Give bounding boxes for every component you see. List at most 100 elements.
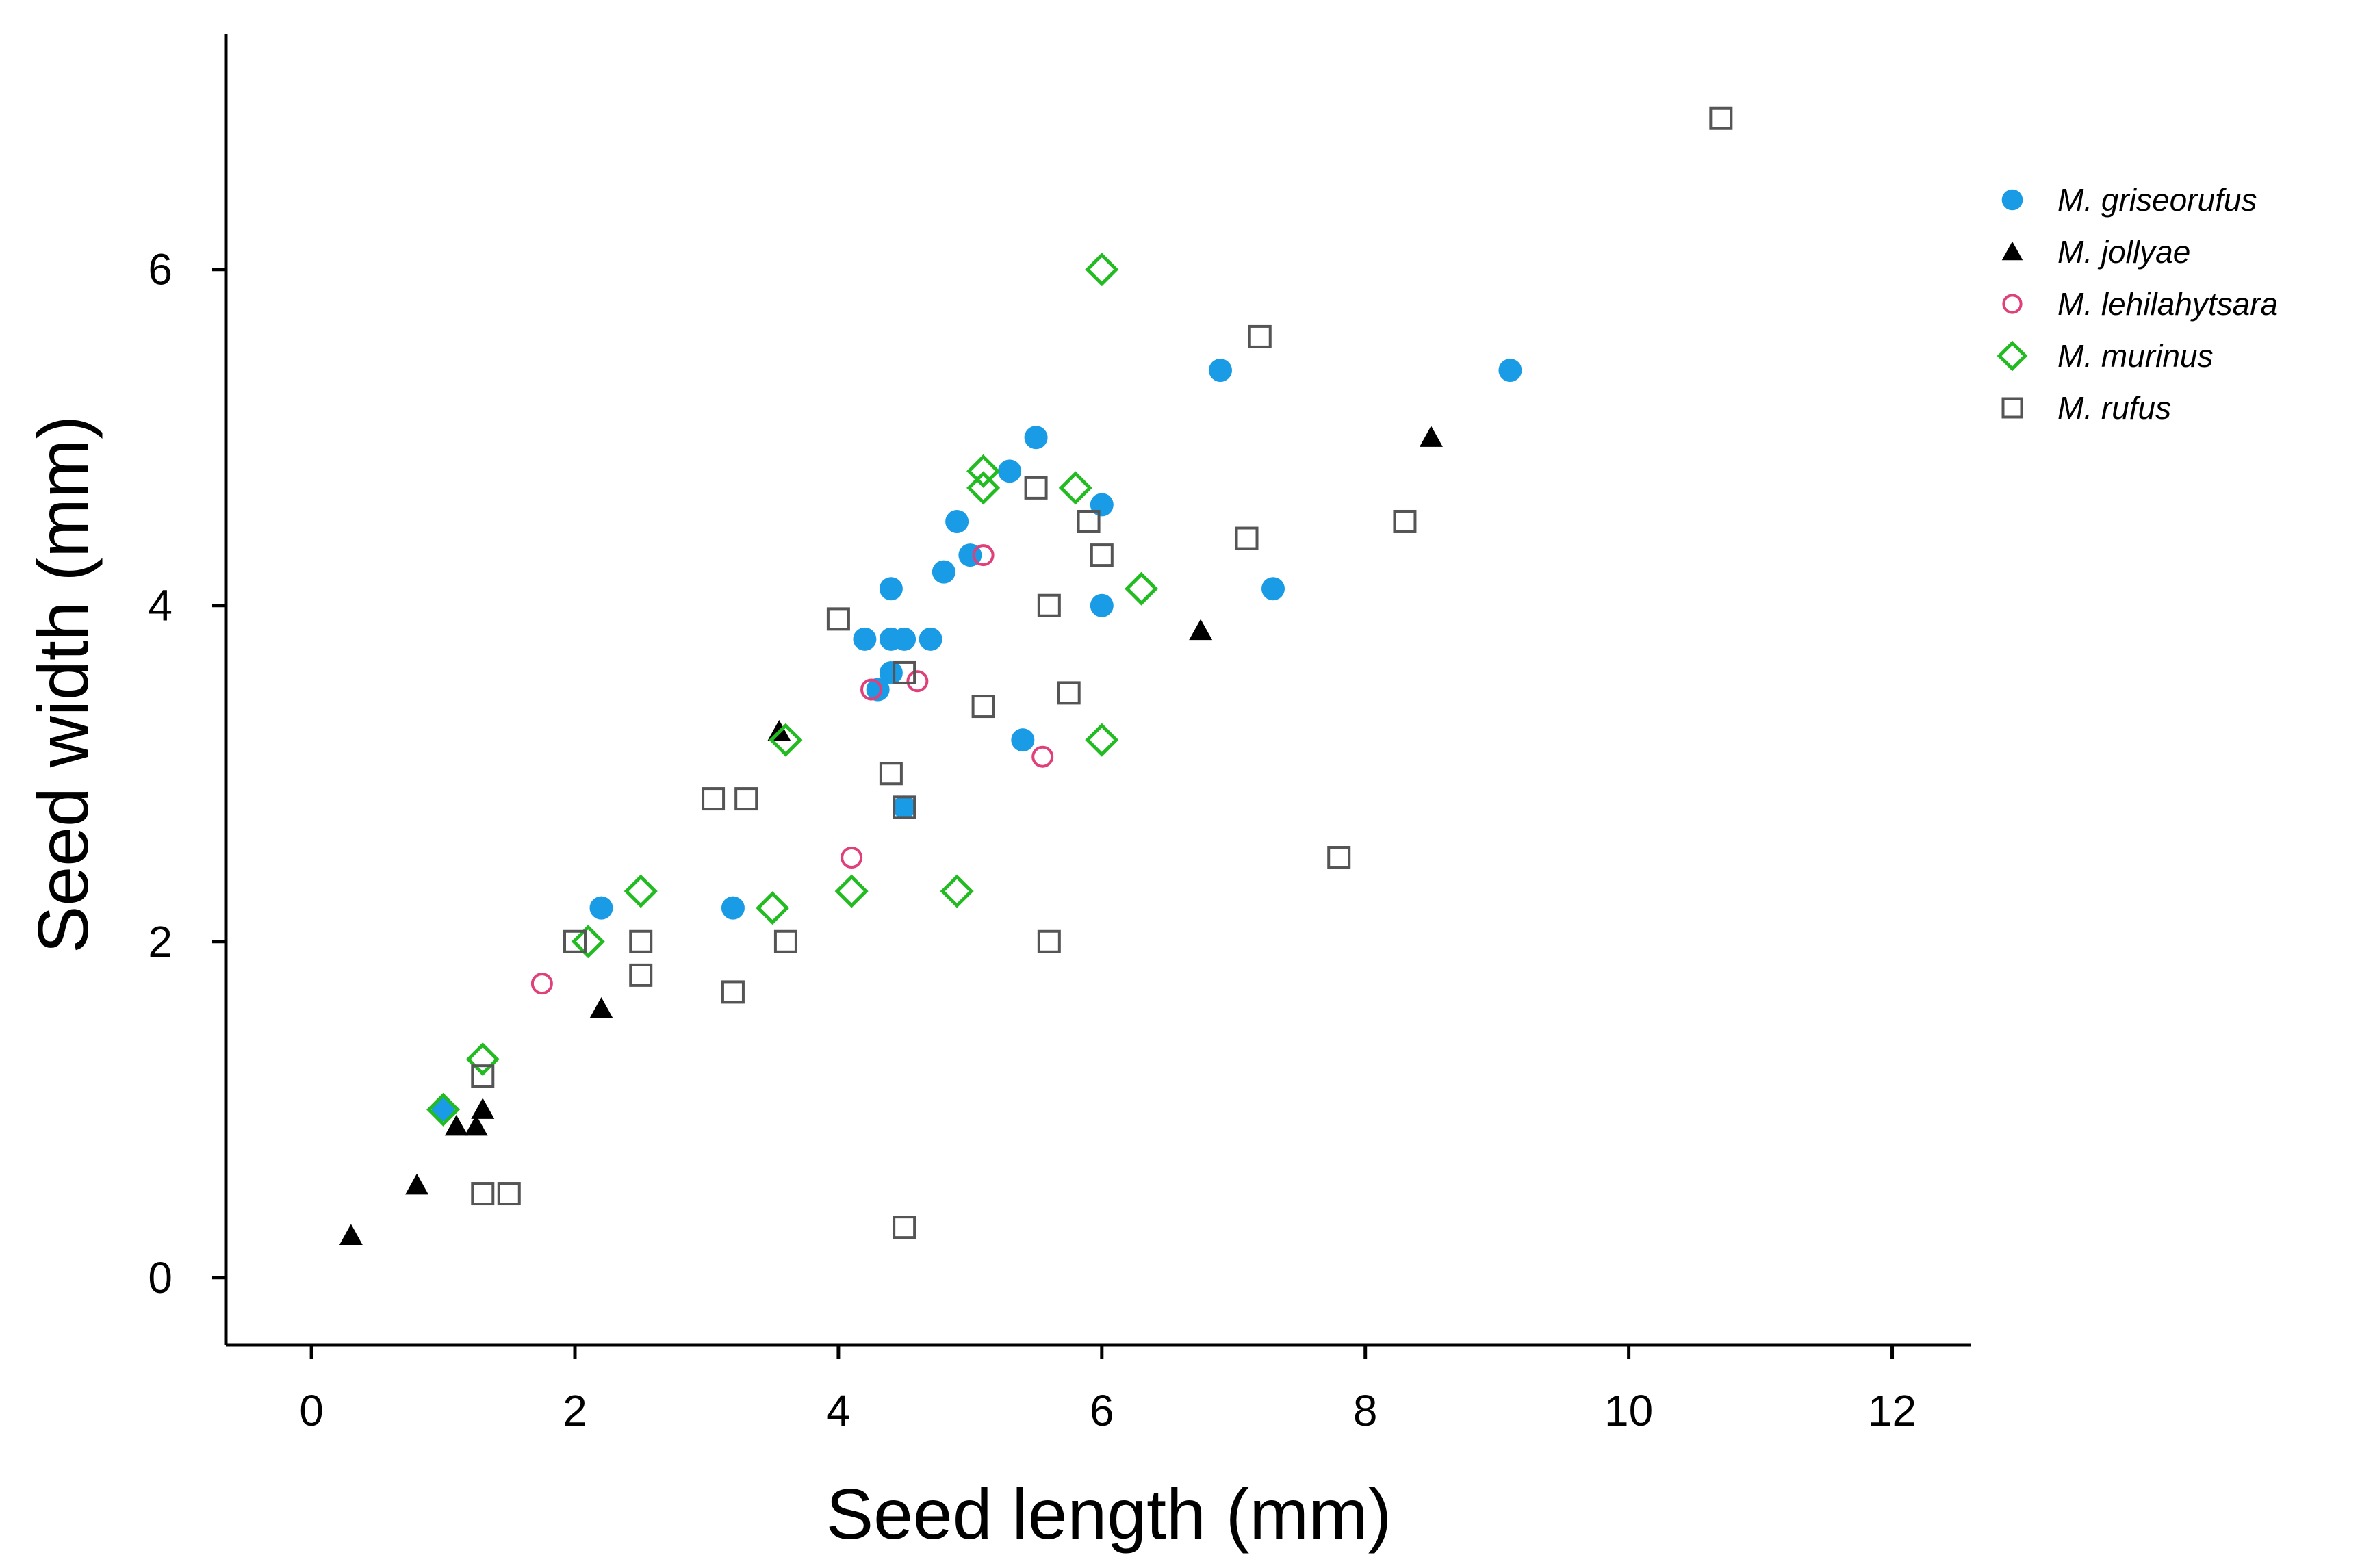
legend-label: M. griseorufus bbox=[2057, 182, 2257, 218]
legend-marker bbox=[2001, 241, 2023, 261]
x-tick-label: 12 bbox=[1868, 1386, 1916, 1435]
data-point bbox=[1090, 493, 1114, 517]
data-point bbox=[497, 1182, 521, 1206]
y-tick-label: 6 bbox=[148, 245, 172, 294]
data-point bbox=[530, 973, 553, 995]
data-point bbox=[1393, 509, 1417, 533]
data-point bbox=[826, 607, 850, 631]
data-point bbox=[879, 762, 903, 786]
data-point bbox=[1090, 543, 1114, 567]
data-point bbox=[1209, 359, 1233, 383]
data-point bbox=[972, 544, 995, 567]
x-tick-label: 4 bbox=[826, 1386, 851, 1435]
data-point bbox=[1327, 846, 1351, 870]
data-point bbox=[1125, 571, 1159, 606]
data-point bbox=[721, 980, 745, 1004]
legend-label: M. murinus bbox=[2057, 338, 2213, 374]
series-m-rufus bbox=[471, 106, 1733, 1239]
data-point bbox=[945, 509, 969, 533]
x-tick-label: 8 bbox=[1353, 1386, 1378, 1435]
legend-label: M. rufus bbox=[2057, 390, 2171, 426]
data-point bbox=[1011, 728, 1035, 752]
x-axis-label: Seed length (mm) bbox=[826, 1475, 1392, 1554]
y-tick-label: 2 bbox=[148, 917, 172, 966]
data-point bbox=[431, 1098, 455, 1122]
data-point bbox=[464, 1114, 488, 1136]
data-point bbox=[589, 896, 613, 920]
data-point bbox=[860, 678, 883, 701]
data-point bbox=[893, 627, 916, 651]
data-point bbox=[444, 1114, 468, 1136]
data-point bbox=[940, 874, 974, 908]
data-point bbox=[571, 925, 605, 959]
data-point bbox=[893, 660, 916, 684]
data-point bbox=[471, 1064, 495, 1088]
series-m-murinus bbox=[426, 253, 1159, 1127]
data-point bbox=[866, 678, 890, 702]
legend-item-m-lehilahytsara: M. lehilahytsara bbox=[2002, 286, 2278, 322]
data-point bbox=[893, 795, 916, 819]
data-point bbox=[893, 1216, 916, 1239]
series-m-jollyae bbox=[339, 426, 1443, 1246]
data-point bbox=[1085, 723, 1119, 757]
data-points bbox=[339, 106, 1733, 1246]
data-point bbox=[339, 1224, 363, 1246]
data-point bbox=[1085, 253, 1119, 287]
x-tick-label: 0 bbox=[299, 1386, 324, 1435]
data-point bbox=[1235, 526, 1259, 550]
data-point bbox=[893, 795, 916, 819]
legend-marker bbox=[2002, 294, 2023, 314]
data-point bbox=[756, 891, 790, 925]
legend-item-m-rufus: M. rufus bbox=[2001, 390, 2171, 426]
legend-marker bbox=[2001, 397, 2023, 419]
data-point bbox=[919, 627, 942, 651]
legend-label: M. jollyae bbox=[2057, 234, 2190, 270]
data-point bbox=[1498, 359, 1522, 383]
legend-item-m-jollyae: M. jollyae bbox=[2001, 234, 2190, 270]
data-point bbox=[1090, 593, 1114, 617]
data-point bbox=[1057, 681, 1081, 705]
data-point bbox=[998, 459, 1022, 483]
x-tick-label: 6 bbox=[1090, 1386, 1114, 1435]
y-axis-ticks: 0 2 4 6 bbox=[148, 245, 226, 1302]
x-tick-label: 2 bbox=[563, 1386, 587, 1435]
data-point bbox=[966, 471, 1001, 505]
data-point bbox=[1024, 426, 1048, 450]
data-point bbox=[1024, 476, 1048, 500]
data-point bbox=[841, 847, 863, 869]
data-point bbox=[702, 787, 726, 811]
data-point bbox=[1058, 471, 1092, 505]
data-point bbox=[879, 660, 903, 684]
data-point bbox=[879, 577, 903, 601]
legend-marker bbox=[2001, 189, 2023, 211]
series-m-griseorufus bbox=[431, 359, 1522, 1122]
data-point bbox=[1037, 593, 1061, 617]
data-point bbox=[1077, 509, 1101, 533]
y-tick-label: 0 bbox=[148, 1253, 172, 1302]
data-point bbox=[405, 1173, 429, 1195]
data-point bbox=[589, 997, 613, 1018]
legend-marker bbox=[1997, 340, 2028, 372]
data-point bbox=[971, 695, 995, 719]
axes bbox=[224, 34, 1971, 1347]
data-point bbox=[1031, 745, 1054, 768]
legend-label: M. lehilahytsara bbox=[2057, 286, 2278, 322]
data-point bbox=[563, 929, 587, 953]
data-point bbox=[906, 670, 929, 693]
data-point bbox=[966, 454, 1001, 488]
data-point bbox=[1709, 106, 1733, 130]
data-point bbox=[426, 1092, 461, 1127]
data-point bbox=[1037, 929, 1061, 953]
data-point bbox=[624, 874, 658, 908]
data-point bbox=[1189, 619, 1213, 641]
data-point bbox=[471, 1098, 495, 1119]
legend-item-m-griseorufus: M. griseorufus bbox=[2001, 182, 2257, 218]
series-m-lehilahytsara bbox=[530, 544, 1054, 995]
data-point bbox=[932, 560, 955, 584]
x-axis-ticks: 0 2 4 6 8 10 12 bbox=[299, 1345, 1916, 1435]
y-axis-label: Seed width (mm) bbox=[24, 415, 103, 953]
data-point bbox=[629, 929, 653, 953]
data-point bbox=[471, 1182, 495, 1206]
